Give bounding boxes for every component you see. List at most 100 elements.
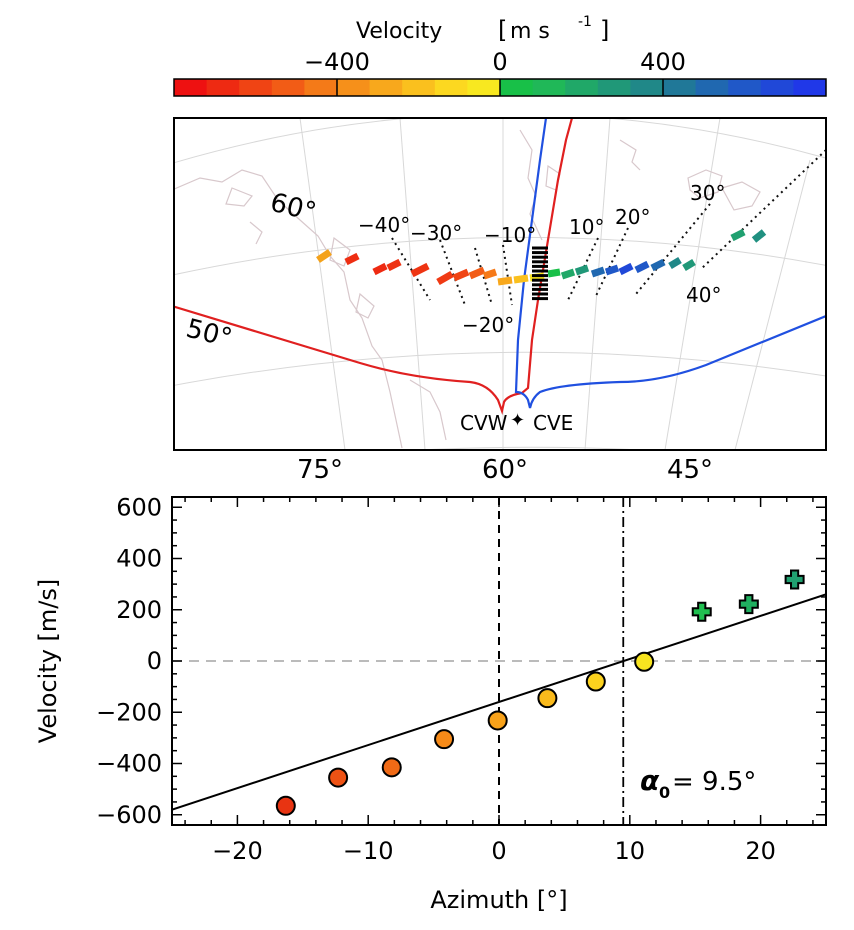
- velocity-vector: [468, 266, 486, 280]
- velocity-vector: [316, 249, 332, 263]
- cve-fov-outline: [514, 118, 826, 409]
- radar-label-cve: CVE: [533, 411, 573, 435]
- y-tick-label: −400: [96, 750, 162, 778]
- y-axis-label: Velocity [m/s]: [34, 579, 62, 743]
- colorbar-swatch: [532, 79, 566, 96]
- radar-fov: [174, 118, 826, 415]
- colorbar-swatch: [304, 79, 338, 96]
- colorbar-swatch: [728, 79, 762, 96]
- velocity-vector: [634, 260, 650, 274]
- velocity-vector: [513, 274, 529, 284]
- colorbar-swatch: [467, 79, 501, 96]
- beam-label-m20: −20°: [462, 313, 514, 337]
- colorbar: Velocity [ m s -1 ] −400 0 400: [173, 14, 827, 97]
- data-point-circle: [537, 688, 558, 709]
- x-tick-label: −10: [343, 837, 394, 865]
- velocity-vector: [482, 268, 498, 280]
- x-tick-label: 10: [615, 837, 646, 865]
- data-point-cross: [738, 594, 759, 615]
- velocity-vector: [618, 262, 634, 276]
- velocity-vector: [560, 268, 576, 280]
- colorbar-swatch: [500, 79, 534, 96]
- colorbar-unit-exponent: -1: [578, 14, 592, 30]
- data-point-circle: [434, 729, 455, 750]
- colorbar-tick-label: −400: [304, 48, 370, 76]
- velocity-vector: [547, 268, 561, 278]
- colorbar-swatch: [663, 79, 697, 96]
- colorbar-tick-label: 400: [640, 48, 686, 76]
- radar-marker-icon: ✦: [510, 410, 525, 431]
- colorbar-swatch: [206, 79, 240, 96]
- velocity-vector: [751, 229, 767, 243]
- velocity-vector: [668, 256, 682, 270]
- data-point-circle: [328, 767, 349, 788]
- y-tick-label: 400: [116, 545, 162, 573]
- beam-lines: [391, 149, 826, 306]
- velocity-vector: [344, 252, 360, 266]
- radar-label-cvw: CVW: [460, 411, 508, 435]
- colorbar-swatch: [565, 79, 599, 96]
- beam-label-30: 30°: [690, 181, 725, 205]
- velocity-vector: [372, 262, 388, 276]
- data-point-circle: [634, 651, 655, 672]
- x-tick-label: −20: [212, 837, 263, 865]
- y-tick-label: 600: [116, 493, 162, 521]
- velocity-vector: [590, 266, 606, 278]
- velocity-vector: [682, 258, 696, 272]
- velocity-vector: [730, 228, 746, 242]
- velocity-vector: [452, 268, 470, 282]
- colorbar-swatch: [434, 79, 468, 96]
- colorbar-unit-close-bracket: ]: [600, 16, 609, 44]
- map-frame: [173, 117, 827, 451]
- y-tick-label: −200: [96, 698, 162, 726]
- beam-label-m40: −40°: [358, 213, 410, 237]
- colorbar-swatch: [793, 79, 827, 96]
- colorbar-tick-label: 0: [492, 48, 507, 76]
- colorbar-swatch: [597, 79, 631, 96]
- colorbar-unit-open-bracket: [: [498, 16, 507, 44]
- colorbar-swatch: [760, 79, 794, 96]
- x-tick-label: 0: [491, 837, 506, 865]
- center-beam-ticks: [532, 246, 548, 301]
- data-point-cross: [691, 601, 712, 622]
- data-point-circle: [585, 671, 606, 692]
- beam-label-10: 10°: [569, 215, 604, 239]
- scatter-plot: −20 −10 0 10 20 −600 −400 −200 0 200 400 600 Azimut…: [34, 493, 827, 914]
- svg-text:α: α: [640, 764, 660, 797]
- colorbar-swatch: [174, 79, 208, 96]
- velocity-vector: [650, 258, 666, 272]
- lon-label-60: 60°: [482, 455, 528, 485]
- y-tick-label: 0: [147, 647, 162, 675]
- colorbar-swatch: [695, 79, 729, 96]
- data-point-cross: [784, 569, 805, 590]
- data-point-circle: [487, 710, 508, 731]
- velocity-vector: [574, 264, 590, 276]
- svg-text:= 9.5°: = 9.5°: [672, 767, 756, 797]
- velocity-vectors: [316, 228, 767, 286]
- beam-label-m10: −10°: [484, 223, 536, 247]
- colorbar-unit-base: m s: [510, 19, 550, 44]
- lon-label-75: 75°: [297, 455, 343, 485]
- fit-line: [172, 593, 826, 811]
- beam-label-20: 20°: [615, 205, 650, 229]
- velocity-vector: [386, 258, 402, 272]
- velocity-vector: [436, 270, 454, 286]
- colorbar-swatch: [369, 79, 403, 96]
- map-panel: 60° 50° −40° −30° −20° −10° 10° 20° 30° …: [173, 117, 827, 485]
- x-tick-label: 20: [745, 837, 776, 865]
- colorbar-title: Velocity: [356, 19, 442, 44]
- x-axis-label: Azimuth [°]: [430, 886, 567, 914]
- colorbar-swatch: [630, 79, 664, 96]
- y-tick-label: 200: [116, 596, 162, 624]
- velocity-vector: [410, 262, 430, 278]
- velocity-vector: [497, 276, 513, 286]
- colorbar-swatch: [271, 79, 305, 96]
- beam-label-m30: −30°: [410, 221, 462, 245]
- beam-label-40: 40°: [686, 283, 721, 307]
- alpha0-annotation: α 0 = 9.5°: [640, 764, 756, 802]
- colorbar-swatch: [337, 79, 371, 96]
- data-point-circle: [381, 757, 402, 778]
- colorbar-swatch: [239, 79, 273, 96]
- svg-text:0: 0: [659, 783, 670, 802]
